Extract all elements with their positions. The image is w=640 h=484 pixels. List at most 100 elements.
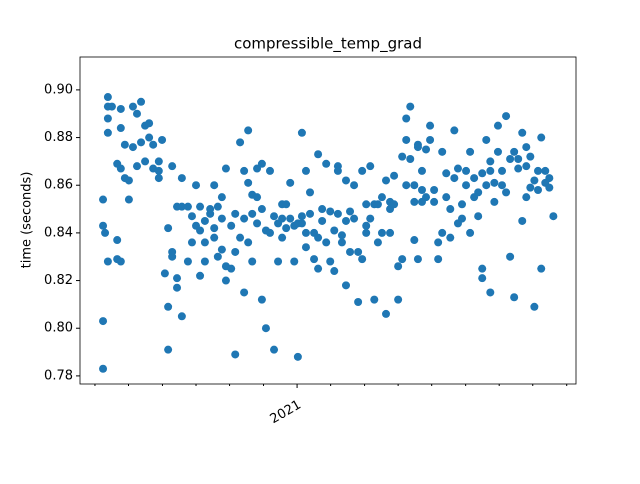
point [430, 185, 439, 194]
point [168, 162, 177, 171]
point [490, 178, 499, 187]
point [434, 255, 443, 264]
point [99, 195, 108, 204]
point [322, 238, 331, 247]
point [366, 214, 375, 223]
point [99, 317, 108, 326]
point [128, 102, 137, 111]
point [236, 233, 245, 242]
point [337, 231, 346, 240]
point [301, 166, 310, 175]
point [493, 121, 502, 130]
point [330, 226, 339, 235]
y-tick-label: 0.84 [44, 225, 73, 240]
point [227, 264, 236, 273]
point [103, 257, 112, 266]
point [240, 166, 249, 175]
point [478, 264, 487, 273]
point [99, 364, 108, 373]
point [366, 162, 375, 171]
point [522, 143, 531, 152]
point [341, 176, 350, 185]
point [410, 181, 419, 190]
point [362, 228, 371, 237]
point [390, 200, 399, 209]
point [314, 150, 323, 159]
point [502, 188, 511, 197]
point [341, 281, 350, 290]
point [422, 193, 431, 202]
point [350, 214, 359, 223]
point [213, 202, 222, 211]
point [362, 200, 371, 209]
point [132, 109, 141, 118]
point [426, 121, 435, 130]
point [244, 178, 253, 187]
point [278, 214, 287, 223]
point [486, 166, 495, 175]
point [236, 138, 245, 147]
point [490, 197, 499, 206]
point [116, 164, 125, 173]
point [137, 97, 146, 106]
point [446, 205, 455, 214]
point [107, 102, 116, 111]
point [282, 200, 291, 209]
point [101, 228, 110, 237]
point [314, 233, 323, 242]
point [196, 202, 205, 211]
point [541, 166, 550, 175]
point [231, 247, 240, 256]
point [410, 236, 419, 245]
point [506, 155, 515, 164]
point [124, 176, 133, 185]
point [103, 93, 112, 102]
point [253, 193, 262, 202]
point [537, 264, 546, 273]
point [270, 345, 279, 354]
point [257, 205, 266, 214]
point [132, 162, 141, 171]
point [330, 267, 339, 276]
point [210, 181, 219, 190]
point [422, 145, 431, 154]
point [545, 183, 554, 192]
point [510, 293, 519, 302]
point [314, 264, 323, 273]
point [297, 219, 306, 228]
point [413, 143, 422, 152]
point [450, 174, 459, 183]
point [257, 159, 266, 168]
point [450, 126, 459, 135]
point [265, 166, 274, 175]
point [417, 185, 426, 194]
point [446, 233, 455, 242]
point [534, 185, 543, 194]
point [187, 212, 196, 221]
point [261, 324, 270, 333]
point [458, 214, 467, 223]
point [377, 193, 386, 202]
point [518, 216, 527, 225]
point [164, 224, 173, 233]
point [164, 302, 173, 311]
plot-frame [79, 56, 577, 385]
point [274, 257, 283, 266]
point [522, 162, 531, 171]
point [124, 195, 133, 204]
point [498, 166, 507, 175]
point [257, 295, 266, 304]
point [177, 202, 186, 211]
point [402, 135, 411, 144]
point [370, 295, 379, 304]
point [318, 216, 327, 225]
point [486, 157, 495, 166]
point [116, 257, 125, 266]
point [498, 181, 507, 190]
point [458, 200, 467, 209]
point [354, 247, 363, 256]
point [200, 238, 209, 247]
point [183, 257, 192, 266]
point [430, 197, 439, 206]
point [337, 238, 346, 247]
